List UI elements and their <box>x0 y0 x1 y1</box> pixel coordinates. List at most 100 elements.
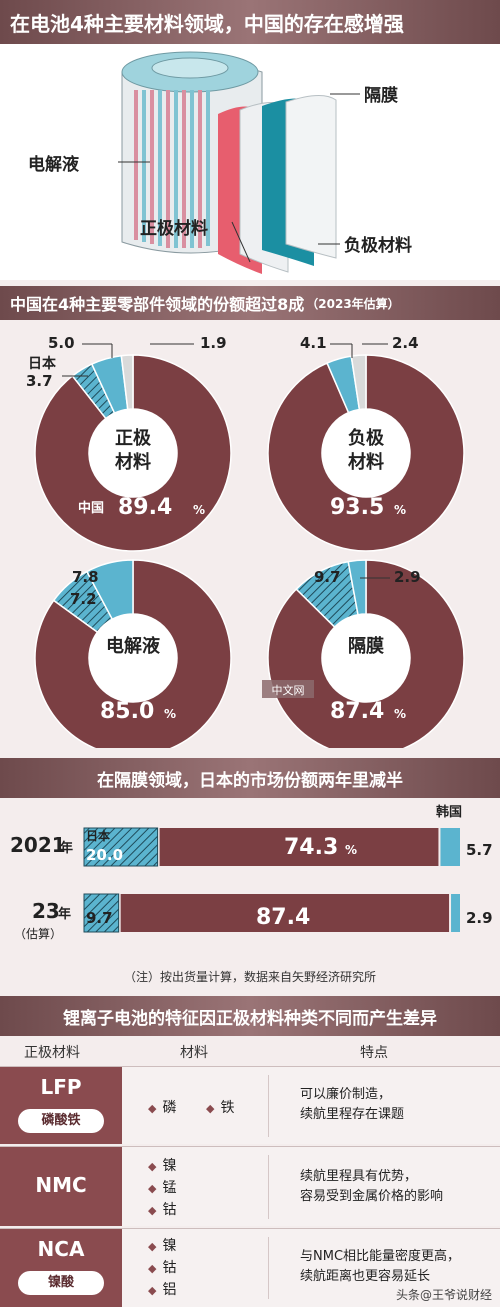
label-cathode-slice3: 5.0 <box>48 334 75 352</box>
section3-banner: 在隔膜领域，日本的市场份额两年里减半 <box>0 758 500 798</box>
bar-label-korea-name: 韩国 <box>436 804 462 820</box>
stacked-bar-chart: 2021 年 23 年 （估算） 日本 20.0 9.7 74.3 % 87.4… <box>0 798 500 960</box>
label-anode: 负极材料 <box>344 235 412 256</box>
label-electrolyte-china-value: 85.0 <box>100 699 154 724</box>
bar-label-japan-23: 9.7 <box>86 909 113 927</box>
label-electrolyte-slice3: 7.8 <box>72 568 99 586</box>
bar-1-segment-2 <box>451 894 460 932</box>
label-cathode-japan-value: 3.7 <box>26 372 53 390</box>
label-anode-slice3: 2.4 <box>392 334 419 352</box>
footnote-text: （注）按出货量计算，数据来自矢野经济研究所 <box>123 970 376 984</box>
bullet-icon: ◆ <box>148 1102 157 1115</box>
label-electrolyte: 电解液 <box>28 154 79 175</box>
row-nmc-feature-1: 续航里程具有优势， <box>300 1169 418 1184</box>
bullet-icon: ◆ <box>148 1182 157 1195</box>
row-nca-divider <box>268 1237 269 1299</box>
row-nmc-code: NMC <box>35 1173 87 1197</box>
watermark-text: 中文网 <box>272 683 305 697</box>
center-anode-2: 材料 <box>348 451 384 473</box>
label-separator-slice2: 9.7 <box>314 568 341 586</box>
bar-label-korea-2021: 5.7 <box>466 841 493 859</box>
bar-label-japan-name: 日本 <box>86 828 110 843</box>
footnote: （注）按出货量计算，数据来自矢野经济研究所 <box>0 968 500 988</box>
center-cathode-1: 正极 <box>115 428 152 449</box>
credit-text: 头条@王爷说财经 <box>395 1288 492 1302</box>
row-lfp-feature-2: 续航里程存在课题 <box>300 1107 405 1122</box>
col-header-cathode: 正极材料 <box>24 1045 80 1061</box>
label-cathode: 正极材料 <box>140 218 208 239</box>
row-lfp-divider <box>268 1075 269 1137</box>
label-cathode-china-value: 89.4 <box>118 495 172 520</box>
label-separator-slice3: 2.9 <box>394 568 421 586</box>
donut-1-hole <box>322 409 410 497</box>
bullet-icon: ◆ <box>148 1284 157 1297</box>
unit-separator: % <box>394 707 406 721</box>
unit-cathode: % <box>193 503 205 517</box>
center-electrolyte: 电解液 <box>106 635 161 657</box>
row-nca-material-1: ◆ 镍 <box>148 1238 177 1254</box>
bar-label-korea-23: 2.9 <box>466 909 493 927</box>
bar-label-japan-2021: 20.0 <box>86 846 123 864</box>
center-separator: 隔膜 <box>348 635 384 657</box>
donut-2-hole <box>89 614 177 702</box>
row-label-2021: 2021 <box>10 833 66 857</box>
row-nmc-material-3: ◆ 钴 <box>148 1202 177 1218</box>
row-nmc-feature-2: 容易受到金属价格的影响 <box>300 1189 444 1204</box>
label-separator-china-value: 87.4 <box>330 699 384 724</box>
row-sub-23: （估算） <box>14 926 62 941</box>
donut-0-hole <box>89 409 177 497</box>
row-label-23: 23 <box>32 899 60 923</box>
bullet-icon: ◆ <box>148 1262 157 1275</box>
bullet-icon: ◆ <box>206 1102 215 1115</box>
row-nca-material-2: ◆ 钴 <box>148 1260 177 1276</box>
row-nca-name: 镍酸 <box>18 1271 104 1295</box>
row-lfp-name: 磷酸铁 <box>18 1109 104 1133</box>
separator-sheet-2 <box>285 95 337 259</box>
electrode-stripes <box>134 90 210 248</box>
bar-1-segment-0 <box>83 893 120 933</box>
label-separator: 隔膜 <box>364 85 398 106</box>
unit-electrolyte: % <box>164 707 176 721</box>
row-nmc-divider <box>268 1155 269 1219</box>
row-nmc-material-2: ◆ 锰 <box>148 1180 177 1196</box>
bar-1-segment-1 <box>120 894 450 932</box>
section3-title: 在隔膜领域，日本的市场份额两年里减半 <box>97 770 403 791</box>
bullet-icon: ◆ <box>148 1240 157 1253</box>
section4-banner: 锂离子电池的特征因正极材料种类不同而产生差异 <box>0 996 500 1036</box>
bar-0-segment-0 <box>83 827 159 867</box>
bar-unit-2021: % <box>345 843 357 857</box>
table-row-nca: NCA 镍酸 ◆ 镍 ◆ 钴 ◆ 铝 与NMC相比能量密度更高， 续航距离也更容易延长… <box>0 1228 500 1307</box>
row-nca-feature-1: 与NMC相比能量密度更高， <box>300 1249 461 1264</box>
battery-cutaway-svg: 电解液 隔膜 正极材料 负极材料 <box>28 51 412 274</box>
center-cathode-2: 材料 <box>115 451 151 473</box>
row-suffix-23: 年 <box>58 906 71 922</box>
row-suffix-2021: 年 <box>60 840 73 856</box>
battery-illustration: 电解液 隔膜 正极材料 负极材料 <box>0 44 500 280</box>
bar-label-china-23: 87.4 <box>256 905 310 930</box>
label-anode-china-value: 93.5 <box>330 495 384 520</box>
col-header-features: 特点 <box>360 1045 388 1061</box>
label-electrolyte-slice2: 7.2 <box>70 590 97 608</box>
donut-charts: 日本 3.7 5.0 1.9 4.1 2.4 7.8 7.2 2.9 9.7 正… <box>0 320 500 757</box>
row-lfp-material-2: ◆ 铁 <box>206 1100 235 1116</box>
section2-note: （2023年估算） <box>306 296 400 311</box>
bar-0-segment-2 <box>440 828 460 866</box>
row-lfp-material-1: ◆ 磷 <box>148 1100 177 1116</box>
row-nca-code: NCA <box>37 1237 85 1261</box>
row-nca-feature-2: 续航距离也更容易延长 <box>300 1269 431 1284</box>
row-lfp-feature-1: 可以廉价制造， <box>300 1087 392 1102</box>
page-title: 在电池4种主要材料领域，中国的存在感增强 <box>10 11 404 36</box>
row-lfp-code: LFP <box>40 1075 82 1099</box>
bullet-icon: ◆ <box>148 1160 157 1173</box>
donut-charts-svg: 日本 3.7 5.0 1.9 4.1 2.4 7.8 7.2 2.9 9.7 正… <box>26 334 465 757</box>
label-cathode-china-name: 中国 <box>78 500 104 516</box>
table-row-lfp: LFP 磷酸铁 ◆ 磷 ◆ 铁 可以廉价制造， 续航里程存在课题 <box>0 1066 500 1144</box>
bullet-icon: ◆ <box>148 1204 157 1217</box>
table-row-nmc: NMC ◆ 镍 ◆ 锰 ◆ 钴 续航里程具有优势， 容易受到金属价格的影响 <box>0 1146 500 1226</box>
bar-label-china-2021: 74.3 <box>284 835 338 860</box>
label-cathode-japan-name: 日本 <box>28 355 57 372</box>
row-nca-material-3: ◆ 铝 <box>148 1282 177 1298</box>
label-anode-slice2: 4.1 <box>300 334 327 352</box>
row-nmc-material-1: ◆ 镍 <box>148 1158 177 1174</box>
section2-title: 中国在4种主要零部件领域的份额超过8成 <box>10 295 305 314</box>
